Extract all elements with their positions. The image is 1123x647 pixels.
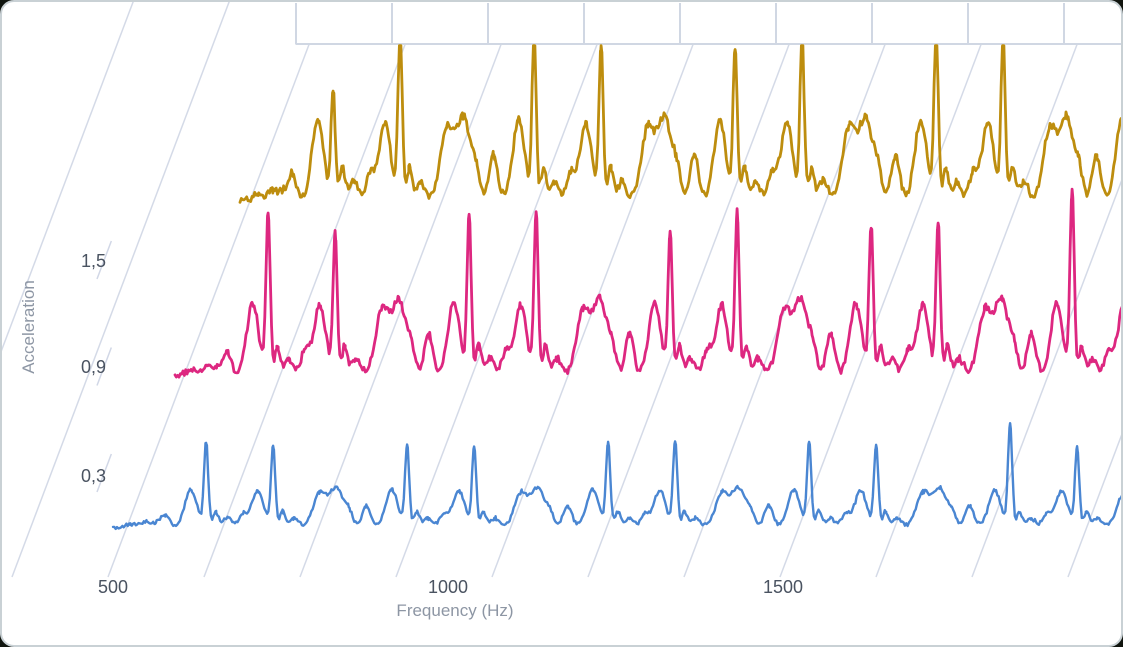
grid-diagonal — [1067, 2, 1121, 578]
series-lines — [111, 44, 1121, 531]
grid-diagonal — [779, 2, 999, 578]
top-axis-mask — [295, 2, 1121, 43]
y-tick-stub — [96, 453, 113, 493]
y-tick-label-0-3: 0,3 — [80, 466, 106, 486]
x-tick-label-1000: 1000 — [427, 577, 469, 597]
y-tick-label-0-9: 0,9 — [80, 357, 106, 377]
grid-diagonal — [683, 2, 903, 578]
x-tick-label-500: 500 — [97, 577, 129, 597]
x-tick-label-1500: 1500 — [762, 577, 804, 597]
grid-diagonal — [491, 2, 711, 578]
series-line-spectrum-middle-magenta — [173, 187, 1121, 379]
y-tick-stub — [96, 347, 113, 386]
grid-diagonal — [875, 2, 1095, 578]
y-tick-label-1-5: 1,5 — [80, 251, 106, 271]
grid-diagonal — [587, 2, 807, 578]
series-line-spectrum-back-gold — [238, 44, 1121, 204]
grid-diagonal — [395, 2, 615, 578]
x-axis-title: Frequency (Hz) — [396, 601, 514, 620]
y-axis-tick-stubs — [96, 240, 113, 493]
grid-diagonal — [2, 2, 135, 578]
y-tick-stub — [96, 240, 113, 280]
top-axis — [295, 3, 1121, 45]
series-line-spectrum-front-blue — [111, 422, 1121, 531]
grid-diagonal — [107, 2, 327, 578]
grid-diagonal — [299, 2, 519, 578]
grid-diagonal — [203, 2, 423, 578]
grid-diagonal — [11, 2, 231, 578]
